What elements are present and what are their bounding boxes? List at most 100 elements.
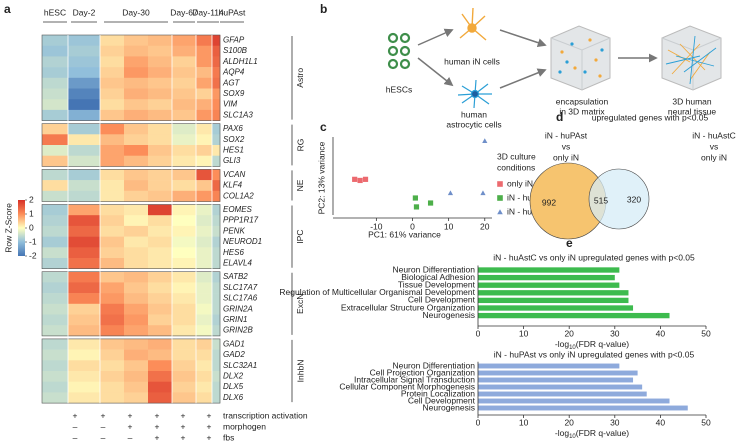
condition-sign: + <box>155 432 160 442</box>
heatmap-cell <box>68 371 101 382</box>
venn-set-label: iN - huPAst <box>545 130 588 140</box>
heatmap-cell <box>196 134 213 146</box>
heatmap-cell <box>100 360 125 372</box>
heatmap-cell <box>196 314 213 326</box>
heatmap-cell <box>42 45 69 57</box>
colorbar <box>18 200 25 256</box>
category-label: Neuron Differentiation <box>392 264 475 274</box>
bar <box>478 363 620 369</box>
gene-label: HES6 <box>223 248 244 257</box>
heatmap-cell <box>196 215 213 227</box>
diagram-label: in 3D matrix <box>559 106 605 116</box>
heatmap-cell <box>124 303 149 315</box>
x-tick-label: 0 <box>476 328 481 338</box>
heatmap-cell <box>196 123 213 135</box>
diagram-label: human <box>461 109 487 119</box>
x-axis-label-part: 10 <box>569 434 576 440</box>
condition-label: fbs <box>223 432 234 442</box>
heatmap-cell <box>172 155 197 167</box>
heatmap-cell <box>42 303 69 315</box>
heatmap-cell <box>148 392 173 404</box>
venn-set-label: iN - huAstC <box>692 130 735 140</box>
group-label: ExcN <box>295 294 305 314</box>
heatmap-cell <box>100 204 125 216</box>
condition-sign: + <box>207 432 212 442</box>
heatmap-cell <box>212 180 221 192</box>
heatmap-cell <box>100 123 125 135</box>
heatmap-cell <box>100 145 125 156</box>
colorbar-tick-label: 0 <box>29 222 34 232</box>
heatmap-cell <box>68 258 101 269</box>
heatmap-cell <box>100 338 125 350</box>
heatmap-cell <box>68 67 101 79</box>
heatmap-cell <box>68 349 101 361</box>
heatmap-cell <box>196 204 213 216</box>
heatmap-cell <box>148 360 173 372</box>
chart-title: iN - huAstC vs only iN upregulated genes… <box>493 252 695 262</box>
heatmap-cell <box>42 88 69 100</box>
heatmap-cell <box>172 303 197 315</box>
heatmap-cell <box>68 236 101 248</box>
x-tick-label: 20 <box>480 221 490 231</box>
diagram-label: astrocytic cells <box>446 119 501 129</box>
chart-title: iN - huPAst vs only iN upregulated genes… <box>494 349 695 359</box>
heatmap-cell <box>148 99 173 111</box>
colorbar-label: Row Z-Score <box>3 203 13 253</box>
diagram-label: hESCs <box>386 84 412 94</box>
category-label: Extracellular Structure Organization <box>341 302 475 312</box>
heatmap-cell <box>100 77 125 89</box>
heatmap-cell <box>212 303 221 315</box>
gene-label: DLX6 <box>223 393 244 402</box>
group-border <box>41 338 221 404</box>
heatmap-cell <box>196 35 213 46</box>
category-label: Cell Development <box>408 295 476 305</box>
heatmap-cell <box>124 293 149 305</box>
heatmap-cell <box>148 134 173 146</box>
x-tick-label: 20 <box>564 328 574 338</box>
heatmap-cell <box>42 56 69 68</box>
heatmap-cell <box>42 215 69 227</box>
condition-sign: – <box>73 432 78 442</box>
heatmap-cell <box>68 282 101 294</box>
heatmap-cell <box>196 392 213 404</box>
heatmap-cell <box>148 155 173 167</box>
heatmap-cell <box>212 155 221 167</box>
heatmap-cell <box>100 381 125 393</box>
gene-label: GLI3 <box>223 156 241 165</box>
heatmap-cell <box>212 258 221 269</box>
heatmap-cell <box>68 190 101 202</box>
heatmap-cell <box>42 371 69 382</box>
heatmap-cell <box>196 155 213 167</box>
heatmap-cell <box>172 204 197 216</box>
panel-letter: a <box>4 2 11 16</box>
scatter-point <box>427 200 434 206</box>
heatmap-cell <box>124 215 149 227</box>
colorbar-tick-label: -2 <box>29 250 37 260</box>
heatmap-cell <box>148 381 173 393</box>
heatmap-cell <box>212 314 221 326</box>
heatmap-cell <box>196 169 213 181</box>
heatmap-cell <box>172 338 197 350</box>
heatmap-cell <box>196 303 213 315</box>
category-label: Neuron Differentiation <box>392 360 475 370</box>
heatmap-cell <box>100 180 125 192</box>
heatmap-cell <box>196 56 213 68</box>
group-border <box>41 123 221 167</box>
heatmap-cell <box>68 45 101 57</box>
bar <box>478 398 670 404</box>
heatmap-cell <box>100 88 125 100</box>
heatmap-cell <box>212 145 221 156</box>
heatmap-cell <box>212 371 221 382</box>
heatmap-cell <box>148 325 173 337</box>
heatmap-cell <box>124 134 149 146</box>
heatmap-cell <box>100 293 125 305</box>
heatmap-cell <box>100 371 125 382</box>
heatmap-cell <box>172 215 197 227</box>
bar <box>478 405 688 411</box>
heatmap-cell <box>212 293 221 305</box>
heatmap-cell <box>100 349 125 361</box>
column-header: Day-30 <box>122 7 150 17</box>
heatmap-cell <box>172 123 197 135</box>
venn-right <box>588 168 650 230</box>
heatmap-cell <box>100 56 125 68</box>
